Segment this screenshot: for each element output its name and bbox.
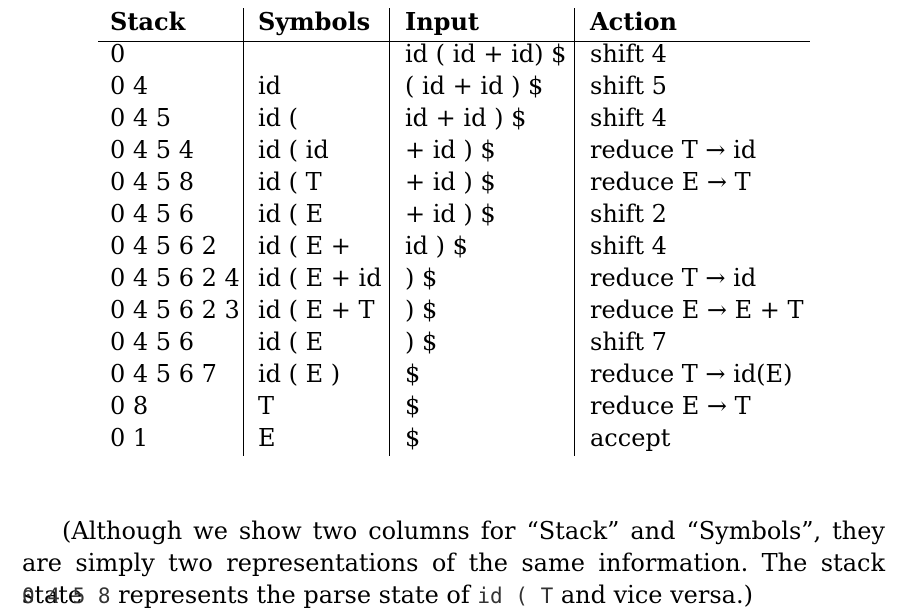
paragraph-line-2: are simply two representations of the sa… bbox=[22, 549, 885, 609]
cell-stack: 0 4 5 8 bbox=[110, 168, 194, 196]
cell-action: reduce E → T bbox=[590, 168, 751, 196]
cell-input: ) $ bbox=[405, 328, 438, 356]
cell-input: ) $ bbox=[405, 296, 438, 324]
cell-input: $ bbox=[405, 392, 421, 420]
cell-action: shift 5 bbox=[590, 72, 667, 100]
paragraph-line-3: 0 4 5 8 represents the parse state of id… bbox=[22, 579, 753, 612]
cell-action: reduce T → id bbox=[590, 136, 757, 164]
cell-stack: 0 4 5 6 bbox=[110, 328, 194, 356]
cell-action: reduce E → E + T bbox=[590, 296, 804, 324]
cell-stack: 0 4 5 6 2 bbox=[110, 232, 217, 260]
cell-symbols: id ( E + id bbox=[258, 264, 382, 292]
cell-stack: 0 4 5 bbox=[110, 104, 172, 132]
paragraph-line-1: (Although we show two columns for “Stack… bbox=[62, 517, 885, 545]
cell-symbols: id ( bbox=[258, 104, 299, 132]
header-action: Action bbox=[590, 7, 677, 36]
cell-action: reduce T → id(E) bbox=[590, 360, 793, 388]
cell-stack: 0 4 5 4 bbox=[110, 136, 194, 164]
column-divider-symbols-input bbox=[389, 8, 390, 456]
header-rule bbox=[98, 41, 810, 42]
cell-symbols: id ( E bbox=[258, 328, 324, 356]
cell-symbols: id ( T bbox=[258, 168, 322, 196]
cell-action: shift 4 bbox=[590, 40, 667, 68]
paragraph-text-mid: represents the parse state of bbox=[110, 581, 478, 609]
cell-input: id ( id + id) $ bbox=[405, 40, 567, 68]
cell-input: id ) $ bbox=[405, 232, 468, 260]
column-divider-stack-symbols bbox=[243, 8, 244, 456]
cell-action: accept bbox=[590, 424, 671, 452]
cell-input: $ bbox=[405, 360, 421, 388]
header-stack: Stack bbox=[110, 7, 186, 36]
cell-symbols: id bbox=[258, 72, 282, 100]
header-symbols: Symbols bbox=[258, 7, 371, 36]
cell-input: ) $ bbox=[405, 264, 438, 292]
cell-symbols: id ( E ) bbox=[258, 360, 341, 388]
cell-stack: 0 1 bbox=[110, 424, 149, 452]
cell-stack: 0 bbox=[110, 40, 126, 68]
header-input: Input bbox=[405, 7, 479, 36]
cell-stack: 0 4 5 6 bbox=[110, 200, 194, 228]
symbols-code: id ( T bbox=[477, 584, 554, 608]
stack-state-code: 0 4 5 8 bbox=[22, 584, 111, 608]
cell-action: reduce T → id bbox=[590, 264, 757, 292]
cell-stack: 0 8 bbox=[110, 392, 149, 420]
cell-input: id + id ) $ bbox=[405, 104, 527, 132]
cell-input: ( id + id ) $ bbox=[405, 72, 544, 100]
cell-stack: 0 4 5 6 2 4 bbox=[110, 264, 240, 292]
cell-symbols: E bbox=[258, 424, 276, 452]
cell-stack: 0 4 5 6 2 3 bbox=[110, 296, 240, 324]
cell-symbols: id ( E bbox=[258, 200, 324, 228]
cell-symbols: id ( E + T bbox=[258, 296, 375, 324]
cell-action: shift 4 bbox=[590, 104, 667, 132]
cell-input: + id ) $ bbox=[405, 200, 496, 228]
cell-symbols: id ( id bbox=[258, 136, 329, 164]
cell-symbols: T bbox=[258, 392, 275, 420]
cell-input: + id ) $ bbox=[405, 136, 496, 164]
column-divider-input-action bbox=[574, 8, 575, 456]
cell-input: $ bbox=[405, 424, 421, 452]
cell-action: shift 4 bbox=[590, 232, 667, 260]
cell-stack: 0 4 bbox=[110, 72, 149, 100]
cell-symbols: id ( E + bbox=[258, 232, 351, 260]
cell-action: shift 2 bbox=[590, 200, 667, 228]
cell-input: + id ) $ bbox=[405, 168, 496, 196]
cell-action: shift 7 bbox=[590, 328, 667, 356]
cell-stack: 0 4 5 6 7 bbox=[110, 360, 217, 388]
cell-action: reduce E → T bbox=[590, 392, 751, 420]
paragraph-text-end: and vice versa.) bbox=[553, 581, 753, 609]
